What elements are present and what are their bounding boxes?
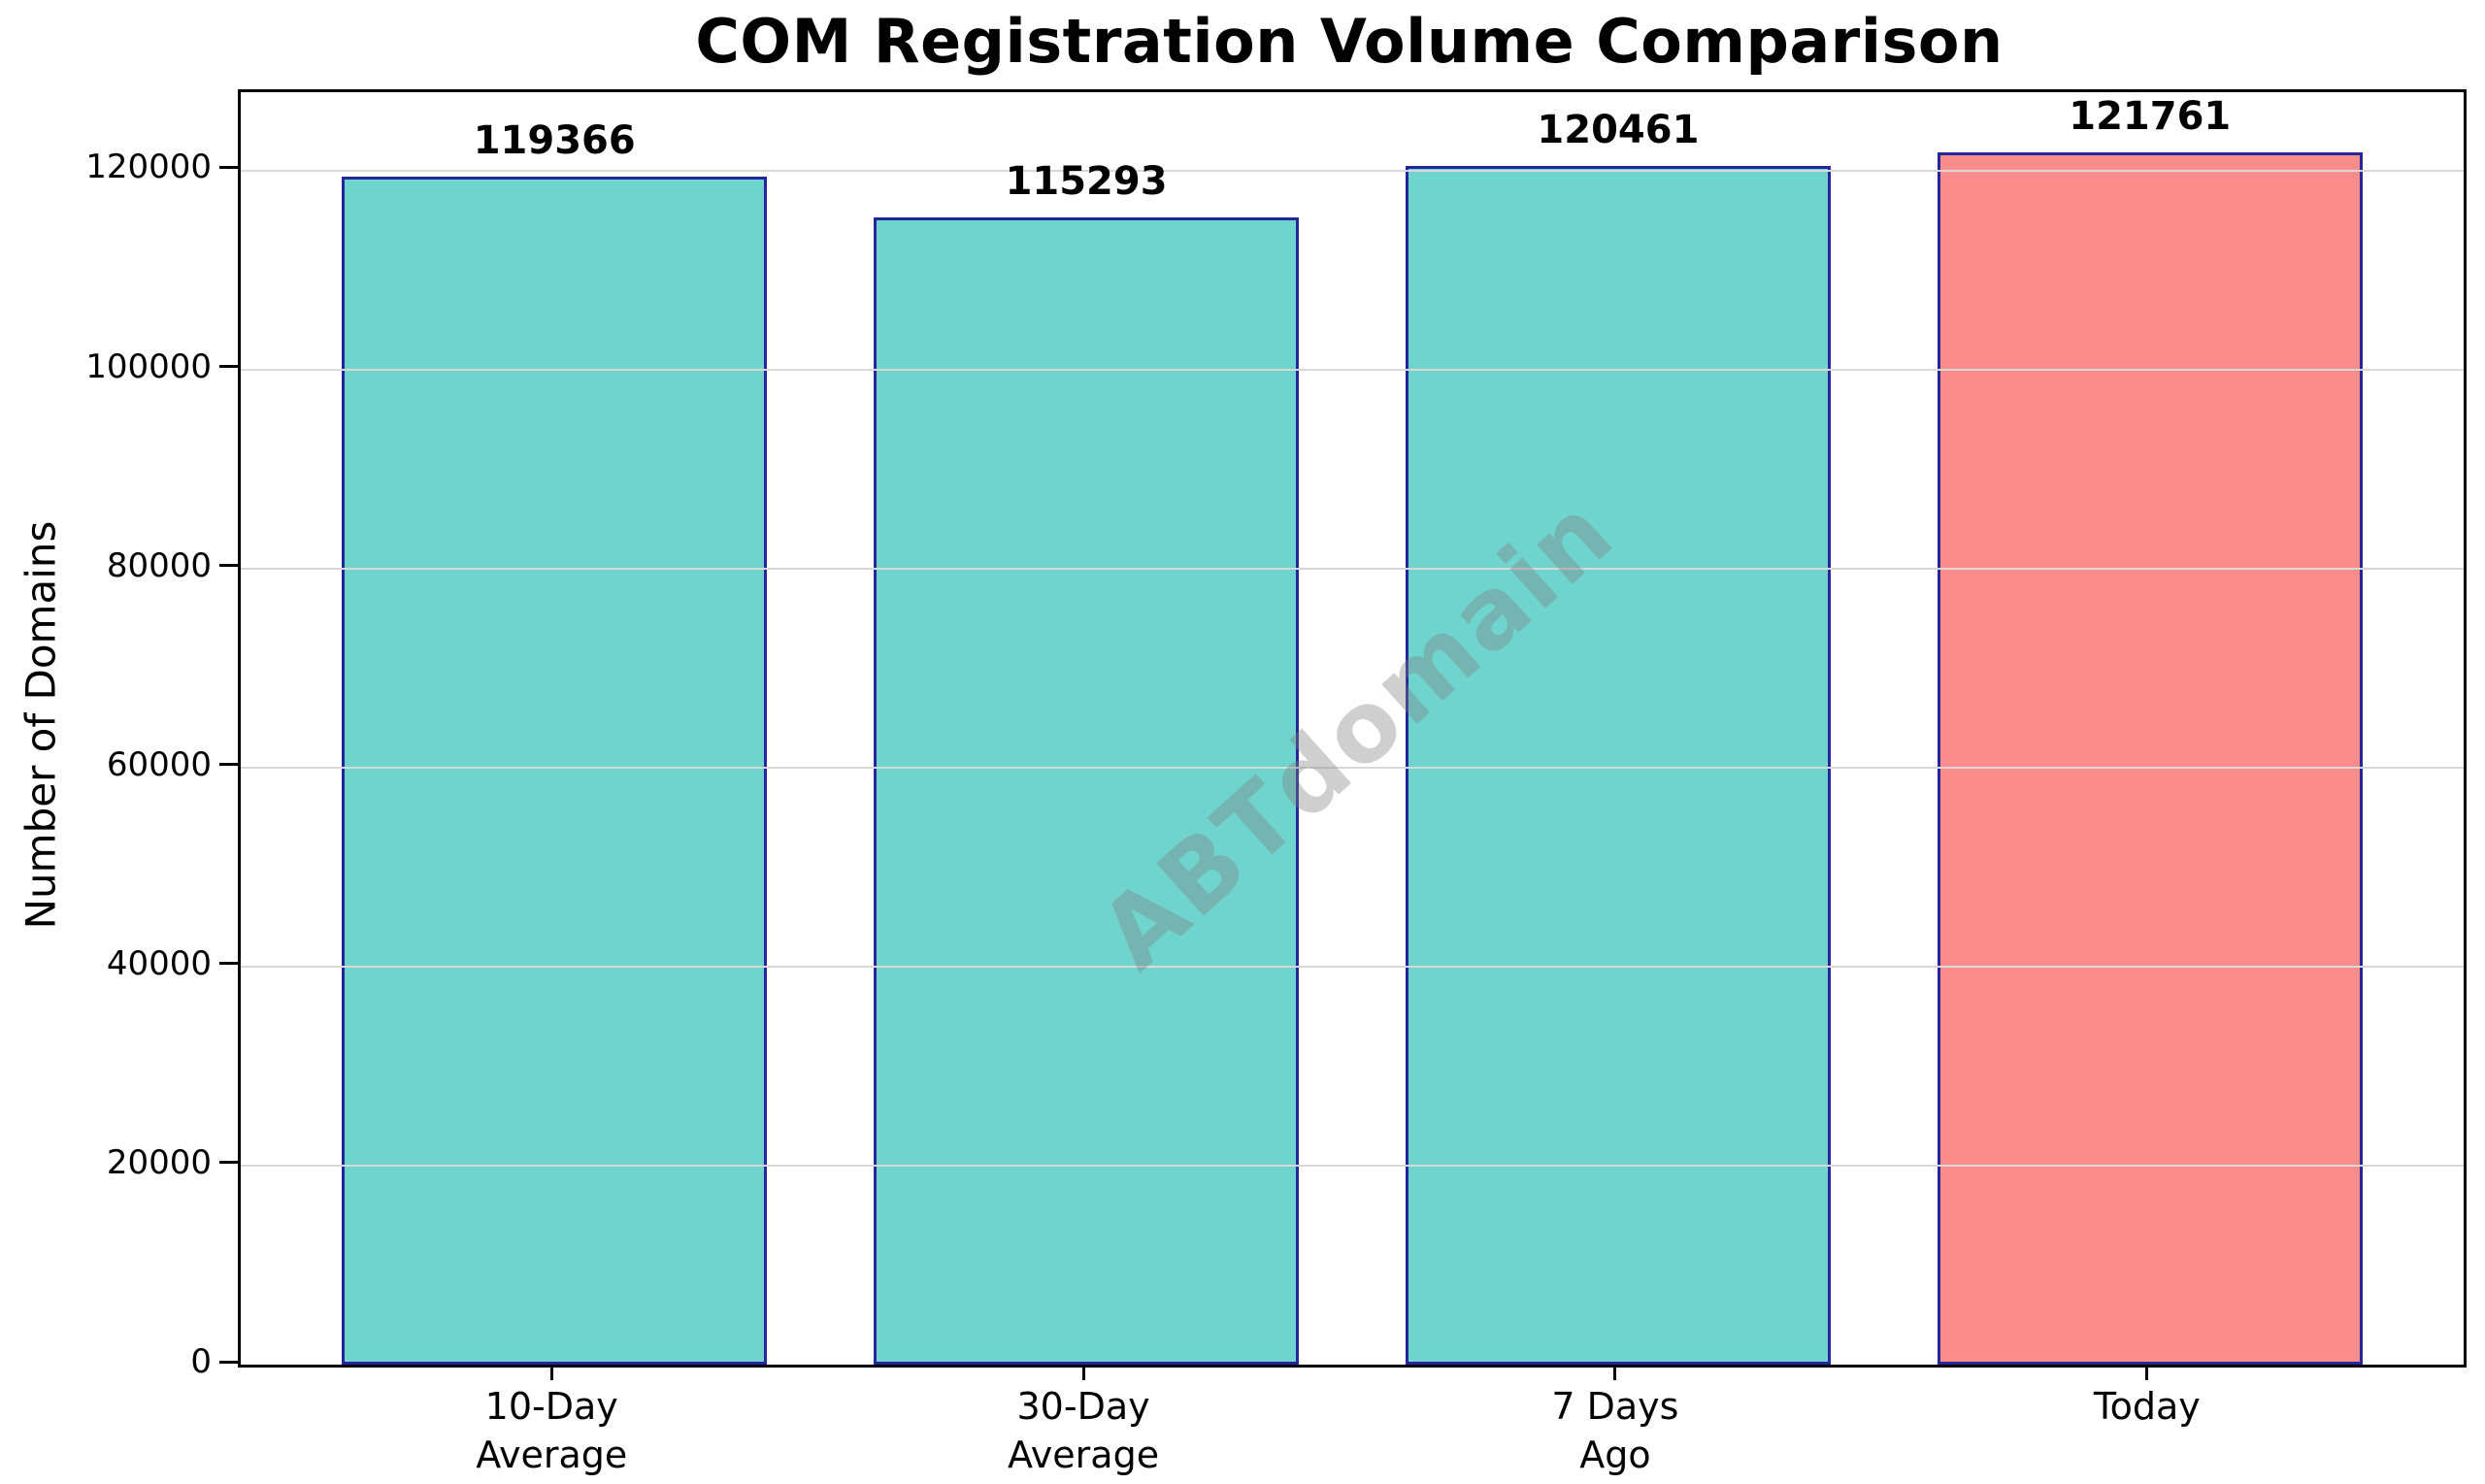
- x-tick-label-line: Average: [1008, 1434, 1160, 1477]
- x-tick-label-line: 30-Day: [1016, 1385, 1150, 1428]
- bar-value-label: 120461: [1537, 107, 1700, 152]
- y-tick-mark: [219, 365, 238, 369]
- x-tick-label-line: 7 Days: [1551, 1385, 1679, 1428]
- x-tick-label-line: Average: [476, 1434, 628, 1477]
- chart-title: COM Registration Volume Comparison: [695, 6, 2004, 77]
- y-tick-label: 100000: [85, 346, 212, 386]
- y-tick-mark: [219, 962, 238, 966]
- bars-layer: [241, 92, 2464, 1365]
- y-tick-label: 120000: [85, 148, 212, 187]
- y-tick-mark: [219, 1360, 238, 1364]
- bar-10-day-average: [342, 177, 768, 1365]
- bar-today: [1937, 152, 2363, 1365]
- bar-value-label: 119366: [473, 118, 636, 163]
- y-tick-mark: [219, 564, 238, 568]
- bar-value-label: 115293: [1005, 158, 1168, 204]
- x-tick-label-line: 10-Day: [484, 1385, 618, 1428]
- x-tick-label: Today: [2094, 1382, 2201, 1431]
- x-tick-label: 30-Day Average: [1008, 1382, 1159, 1479]
- x-tick-label-line: Ago: [1579, 1434, 1651, 1477]
- y-tick-mark: [219, 1161, 238, 1165]
- y-tick-label: 0: [190, 1342, 212, 1381]
- bar-value-label: 121761: [2069, 94, 2232, 140]
- x-tick-label-line: Today: [2093, 1385, 2201, 1428]
- x-tick-mark: [549, 1365, 553, 1380]
- x-tick-mark: [1613, 1365, 1617, 1380]
- y-tick-label: 80000: [106, 545, 212, 585]
- y-tick-label: 60000: [106, 744, 212, 784]
- bar-value-labels-layer: 119366 115293 120461 121761: [241, 92, 2464, 1365]
- plot-area: 119366 115293 120461 121761 ABTdomain: [238, 89, 2467, 1368]
- y-tick-label: 20000: [106, 1142, 212, 1182]
- y-tick-label: 40000: [106, 943, 212, 983]
- bar-30-day-average: [873, 216, 1300, 1365]
- x-tick-label: 7 Days Ago: [1551, 1382, 1678, 1479]
- y-tick-mark: [219, 763, 238, 767]
- x-tick-mark: [1081, 1365, 1085, 1380]
- y-tick-mark: [219, 165, 238, 169]
- x-tick-label: 10-Day Average: [476, 1382, 627, 1479]
- x-tick-mark: [2145, 1365, 2149, 1380]
